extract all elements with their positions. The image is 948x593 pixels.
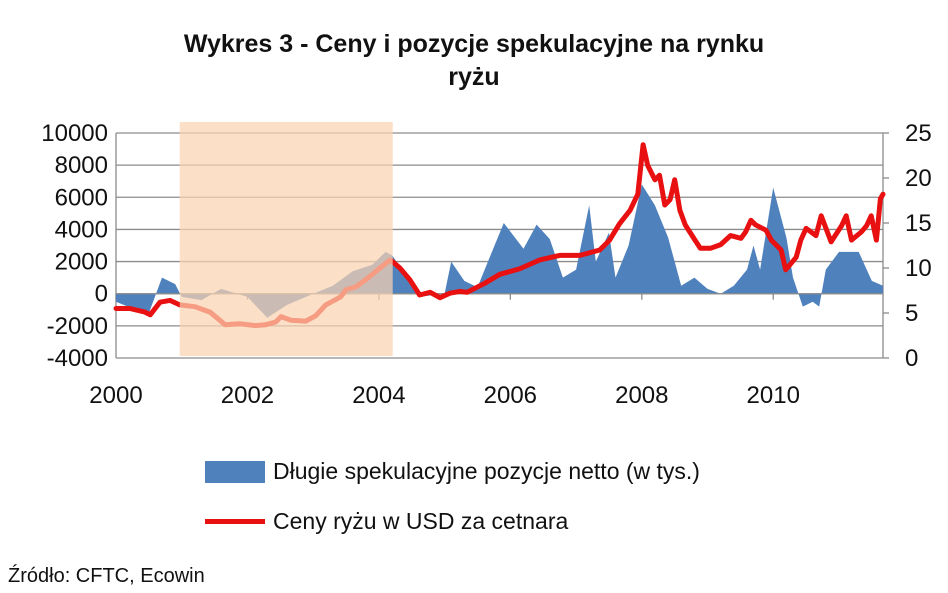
x-tick-label: 2004 [352, 382, 405, 409]
y-right-tick-label: 0 [905, 345, 918, 372]
positions-area [116, 184, 883, 318]
legend-label-positions: Długie spekulacyjne pozycje netto (w tys… [273, 458, 700, 484]
highlight-period [179, 122, 393, 356]
y-right-tick-label: 25 [905, 120, 932, 147]
legend-swatch-line [205, 519, 265, 524]
chart-title: Wykres 3 - Ceny i pozycje spekulacyjne n… [0, 28, 948, 94]
y-right-tick-label: 20 [905, 165, 932, 192]
y-left-tick-label: 10000 [41, 120, 108, 147]
x-tick-label: 2008 [615, 382, 668, 409]
legend-label-price: Ceny ryżu w USD za cetnara [273, 508, 569, 534]
y-left-tick-label: 8000 [55, 152, 108, 179]
y-left-tick-label: -2000 [47, 313, 108, 340]
x-tick-label: 2006 [484, 382, 537, 409]
chart-title-line-1: Wykres 3 - Ceny i pozycje spekulacyjne n… [183, 30, 765, 58]
chart-title-line-2: ryżu [448, 63, 500, 91]
x-tick-label: 2002 [221, 382, 274, 409]
x-tick-label: 2000 [89, 382, 142, 409]
y-right-tick-label: 10 [905, 255, 932, 282]
y-left-tick-label: 6000 [55, 184, 108, 211]
source-note: Źródło: CFTC, Ecowin [8, 565, 205, 587]
y-left-tick-label: -4000 [47, 345, 108, 372]
legend-item-positions: Długie spekulacyjne pozycje netto (w tys… [205, 458, 700, 485]
x-tick-label: 2010 [747, 382, 800, 409]
y-left-tick-label: 4000 [55, 216, 108, 243]
y-right-tick-label: 15 [905, 210, 932, 237]
legend-swatch-area [205, 460, 265, 483]
legend-item-price: Ceny ryżu w USD za cetnara [205, 508, 568, 535]
y-left-tick-label: 2000 [55, 249, 108, 276]
y-left-tick-label: 0 [95, 281, 108, 308]
y-right-tick-label: 5 [905, 300, 918, 327]
